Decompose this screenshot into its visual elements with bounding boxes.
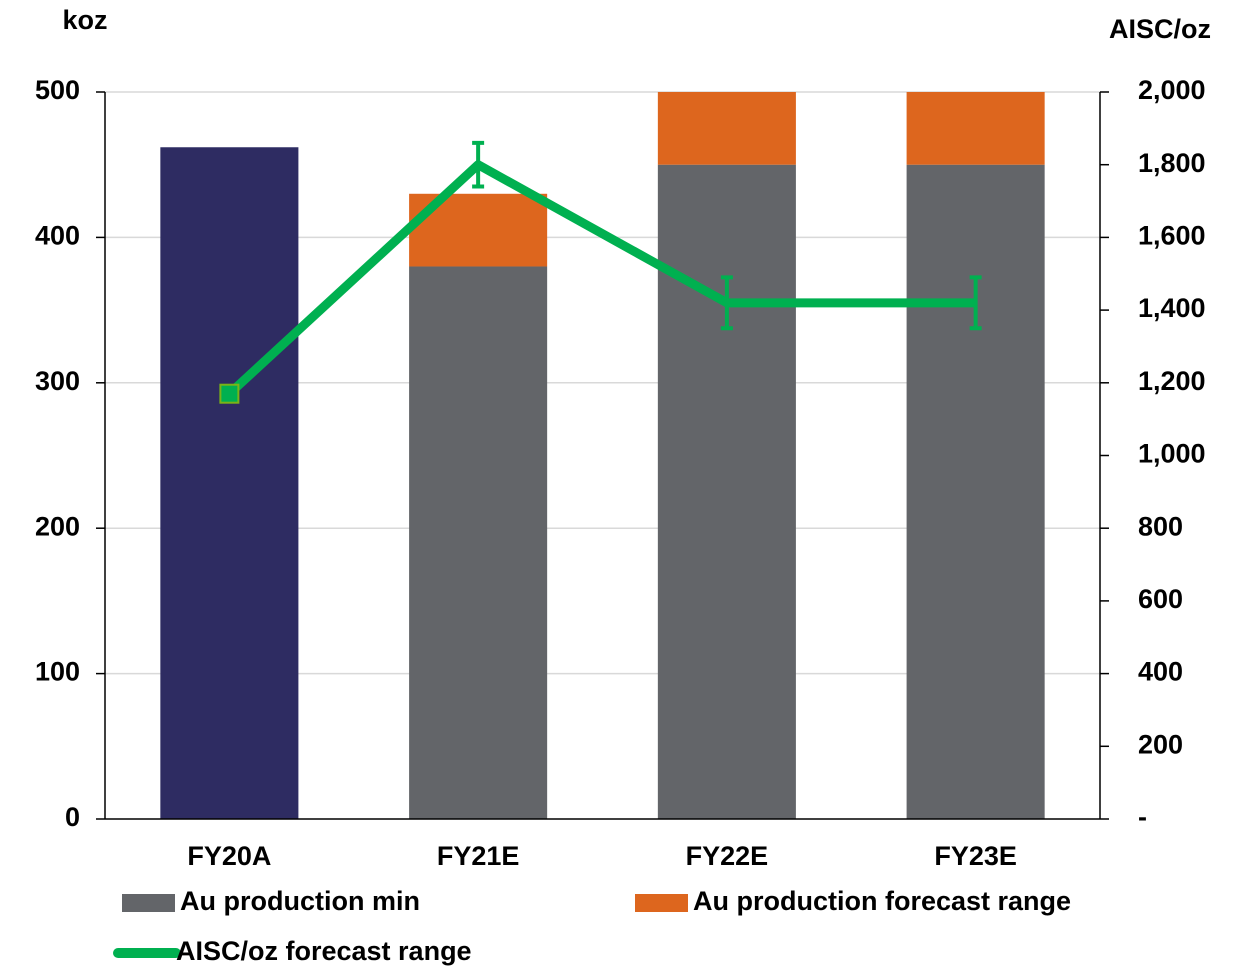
y2-tick-label: 600: [1138, 584, 1183, 614]
bar: [160, 147, 299, 819]
legend-swatch: [122, 894, 175, 912]
y2-tick-label: 1,400: [1138, 293, 1206, 323]
y-tick-label: 200: [35, 511, 80, 541]
y2-tick-label: -: [1138, 802, 1147, 832]
line: [226, 160, 976, 398]
x-tick-label: FY21E: [437, 841, 520, 871]
y2-tick-label: 800: [1138, 511, 1183, 541]
bar: [409, 266, 548, 820]
y2-axis-label: AISC/oz: [1109, 14, 1211, 44]
bar: [906, 164, 1045, 819]
y2-tick-label: 200: [1138, 729, 1183, 759]
error-bar: [969, 275, 982, 331]
y-tick-label: 0: [65, 802, 80, 832]
y2-tick-label: 2,000: [1138, 75, 1206, 105]
marker: [219, 383, 240, 404]
y2-tick-label: 1,000: [1138, 439, 1206, 469]
legend-swatch: [635, 894, 688, 912]
legend-label: Au production min: [180, 886, 420, 916]
y-tick-label: 300: [35, 366, 80, 396]
error-bar: [720, 275, 733, 331]
y2-tick-label: 1,600: [1138, 221, 1206, 251]
y-tick-label: 500: [35, 75, 80, 105]
y2-tick-label: 1,800: [1138, 148, 1206, 178]
y-tick-label: 400: [35, 221, 80, 251]
x-tick-label: FY22E: [686, 841, 769, 871]
bar: [906, 92, 1045, 165]
x-tick-label: FY23E: [934, 841, 1017, 871]
x-tick-label: FY20A: [187, 841, 271, 871]
bar: [657, 92, 796, 165]
y-tick-label: 100: [35, 657, 80, 687]
y2-tick-label: 400: [1138, 657, 1183, 687]
y2-tick-label: 1,200: [1138, 366, 1206, 396]
legend-label: Au production forecast range: [693, 886, 1071, 916]
legend-label: AISC/oz forecast range: [176, 936, 472, 966]
error-bar: [472, 140, 485, 189]
bar: [657, 164, 796, 819]
y-axis-label: koz: [62, 5, 107, 35]
